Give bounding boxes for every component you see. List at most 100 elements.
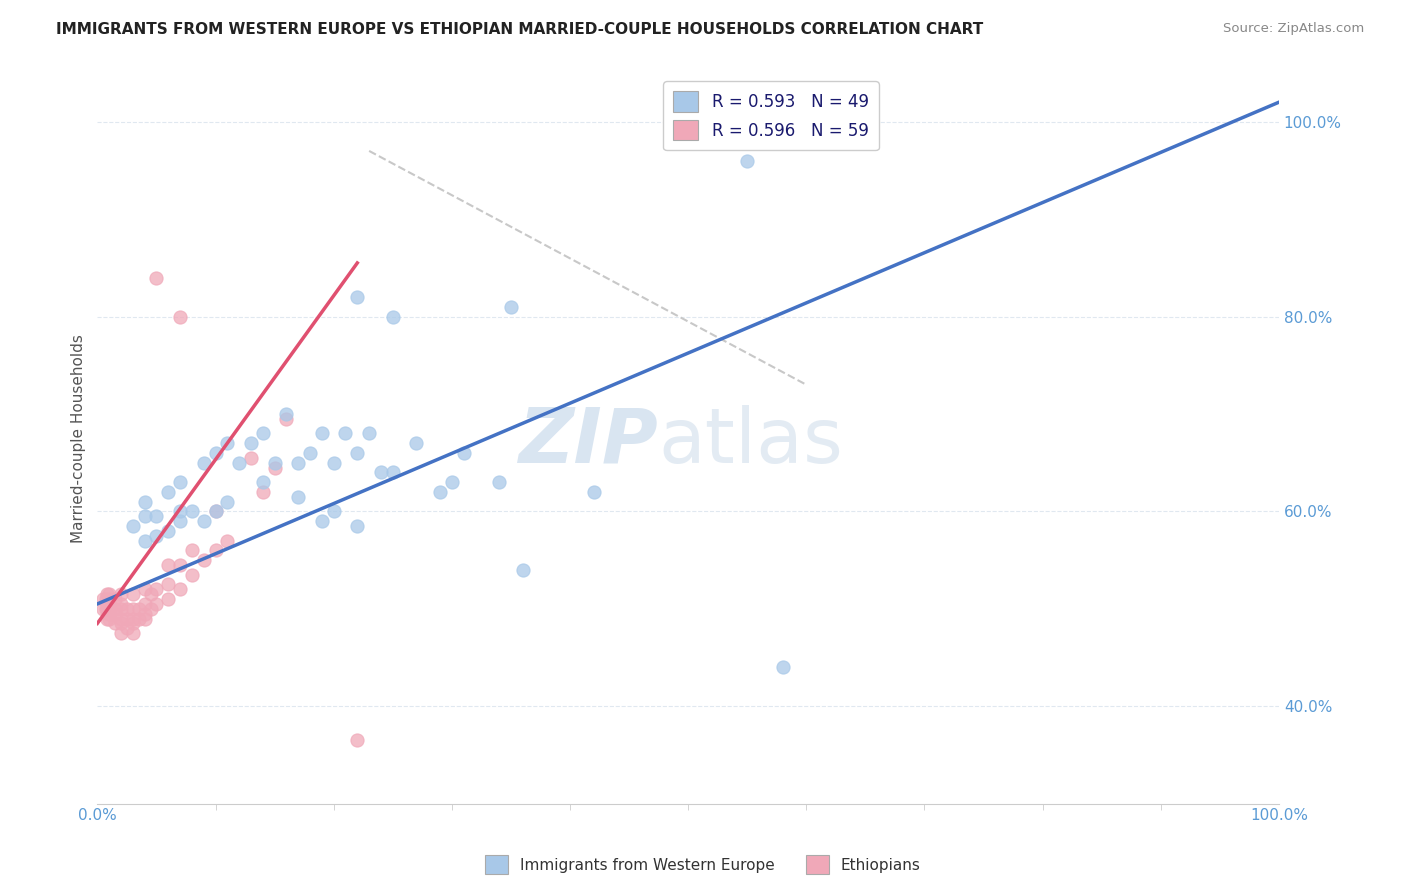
- Point: [252, 475, 274, 490]
- Point: [180, 543, 202, 558]
- Point: [115, 611, 138, 625]
- Point: [121, 587, 143, 601]
- Point: [193, 553, 215, 567]
- Point: [96, 587, 118, 601]
- Point: [96, 601, 118, 615]
- Point: [217, 533, 239, 548]
- Point: [121, 626, 143, 640]
- Point: [157, 592, 180, 607]
- Point: [98, 592, 121, 607]
- Point: [169, 514, 191, 528]
- Point: [139, 587, 162, 601]
- Point: [239, 450, 262, 465]
- Point: [104, 607, 127, 621]
- Point: [346, 733, 368, 747]
- Point: [440, 475, 463, 490]
- Point: [512, 563, 534, 577]
- Point: [204, 504, 226, 518]
- Point: [139, 601, 162, 615]
- Point: [110, 611, 132, 625]
- Point: [104, 592, 127, 607]
- Point: [98, 601, 121, 615]
- Point: [322, 504, 344, 518]
- Point: [115, 621, 138, 635]
- Point: [134, 611, 156, 625]
- Point: [169, 310, 191, 324]
- Point: [104, 601, 127, 615]
- Point: [134, 509, 156, 524]
- Point: [134, 607, 156, 621]
- Point: [735, 153, 758, 168]
- Point: [110, 616, 132, 631]
- Point: [169, 475, 191, 490]
- Point: [115, 601, 138, 615]
- Point: [145, 270, 167, 285]
- Point: [94, 601, 117, 615]
- Point: [276, 407, 298, 421]
- Point: [110, 587, 132, 601]
- Point: [128, 601, 150, 615]
- Point: [157, 524, 180, 538]
- Point: [346, 519, 368, 533]
- Point: [98, 607, 121, 621]
- Point: [204, 504, 226, 518]
- Y-axis label: Married-couple Households: Married-couple Households: [72, 334, 86, 542]
- Text: Source: ZipAtlas.com: Source: ZipAtlas.com: [1223, 22, 1364, 36]
- Point: [276, 412, 298, 426]
- Point: [204, 543, 226, 558]
- Point: [104, 616, 127, 631]
- Point: [772, 660, 794, 674]
- Point: [287, 456, 309, 470]
- Point: [134, 597, 156, 611]
- Point: [311, 514, 333, 528]
- Point: [98, 597, 121, 611]
- Point: [488, 475, 510, 490]
- Point: [204, 446, 226, 460]
- Point: [217, 494, 239, 508]
- Point: [346, 290, 368, 304]
- Point: [169, 582, 191, 597]
- Point: [453, 446, 475, 460]
- Point: [98, 611, 121, 625]
- Point: [335, 426, 357, 441]
- Text: IMMIGRANTS FROM WESTERN EUROPE VS ETHIOPIAN MARRIED-COUPLE HOUSEHOLDS CORRELATIO: IMMIGRANTS FROM WESTERN EUROPE VS ETHIOP…: [56, 22, 983, 37]
- Point: [98, 587, 121, 601]
- Legend: Immigrants from Western Europe, Ethiopians: Immigrants from Western Europe, Ethiopia…: [479, 849, 927, 880]
- Point: [346, 446, 368, 460]
- Point: [145, 582, 167, 597]
- Point: [96, 611, 118, 625]
- Point: [180, 567, 202, 582]
- Point: [91, 592, 114, 607]
- Point: [110, 597, 132, 611]
- Point: [94, 592, 117, 607]
- Point: [405, 436, 427, 450]
- Point: [287, 490, 309, 504]
- Point: [299, 446, 322, 460]
- Point: [145, 509, 167, 524]
- Point: [157, 577, 180, 591]
- Point: [381, 310, 404, 324]
- Point: [311, 426, 333, 441]
- Text: ZIP: ZIP: [519, 405, 658, 479]
- Legend: R = 0.593   N = 49, R = 0.596   N = 59: R = 0.593 N = 49, R = 0.596 N = 59: [664, 81, 879, 151]
- Point: [169, 558, 191, 572]
- Point: [193, 456, 215, 470]
- Point: [499, 300, 522, 314]
- Text: atlas: atlas: [658, 405, 844, 479]
- Point: [91, 601, 114, 615]
- Point: [134, 533, 156, 548]
- Point: [322, 456, 344, 470]
- Point: [157, 558, 180, 572]
- Point: [228, 456, 250, 470]
- Point: [145, 597, 167, 611]
- Point: [134, 582, 156, 597]
- Point: [429, 484, 451, 499]
- Point: [180, 504, 202, 518]
- Point: [121, 611, 143, 625]
- Point: [252, 484, 274, 499]
- Point: [263, 456, 285, 470]
- Point: [263, 460, 285, 475]
- Point: [169, 504, 191, 518]
- Point: [134, 494, 156, 508]
- Point: [121, 616, 143, 631]
